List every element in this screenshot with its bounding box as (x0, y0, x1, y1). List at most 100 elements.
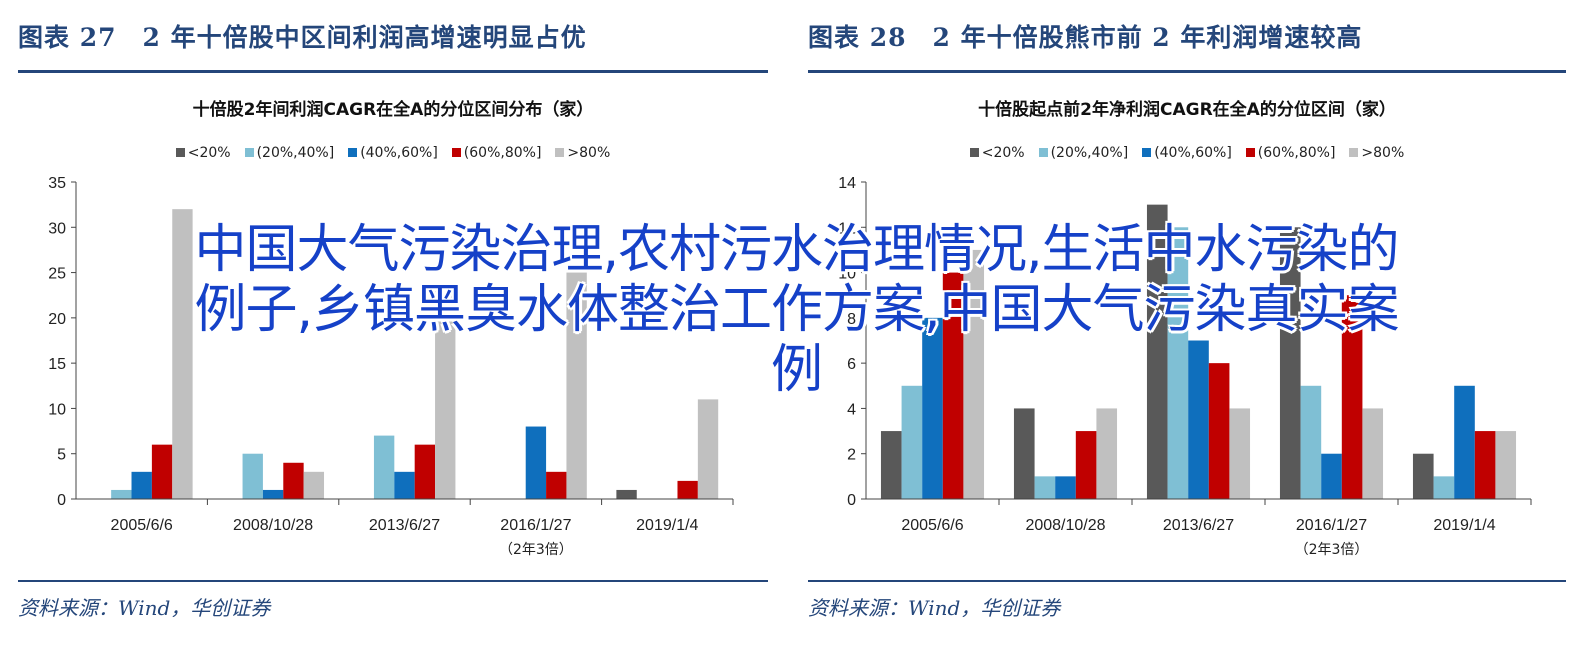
bar-chart: 0 5 10 15 20 25 30 35 2005/6/6 2008/10/28 2013/6/2… (48, 175, 734, 558)
bar (242, 453, 263, 499)
bar (1474, 431, 1496, 499)
chart-legend: <20% (20%,40%] (40%,60%] (60%,80%] >80% (18, 145, 768, 161)
bar (677, 480, 698, 499)
legend-swatch (1038, 147, 1048, 157)
bar (373, 435, 395, 499)
legend-item: (40%,60%] (348, 145, 438, 161)
bar (1146, 204, 1168, 499)
legend-label: (60%,80%] (463, 145, 542, 161)
source-rule (18, 580, 768, 582)
legend-label: (40%,60%] (1154, 145, 1232, 161)
legend-label: (20%,40%] (256, 145, 335, 161)
legend-swatch (1142, 147, 1152, 157)
bar (697, 399, 719, 499)
bar (1279, 227, 1301, 499)
bar (414, 444, 436, 499)
y-tick-label: 10 (48, 401, 66, 418)
legend-item: (20%,40%] (1038, 145, 1129, 161)
legend-label: (40%,60%] (360, 145, 438, 161)
legend-item: <20% (175, 145, 231, 161)
x-tick-sublabel: （2年3倍） (499, 542, 573, 558)
bar (546, 471, 567, 499)
chart-title: 十倍股起点前2年净利润CAGR在全A的分位区间（家） (978, 100, 1396, 120)
y-tick-label: 5 (57, 447, 66, 464)
legend-swatch (175, 147, 185, 157)
legend-label: <20% (187, 145, 231, 161)
legend-item: >80% (555, 145, 610, 161)
bar (172, 209, 193, 499)
legend-swatch (451, 147, 461, 157)
bar (1341, 295, 1363, 499)
bar (1321, 453, 1342, 499)
x-tick-label: 2016/1/27 (1296, 517, 1367, 534)
bar (131, 471, 152, 499)
bar (1055, 476, 1076, 499)
bar (1433, 476, 1455, 499)
figure-title: 图表 28 2 年十倍股熊市前 2 年利润增速较高 (808, 23, 1363, 52)
bar (880, 431, 902, 499)
legend-swatch (244, 147, 254, 157)
legend-item: (60%,80%] (451, 145, 542, 161)
legend-swatch (348, 147, 358, 157)
bar (1034, 476, 1056, 499)
x-tick-label: 2008/10/28 (1025, 517, 1105, 534)
bar (1208, 363, 1230, 499)
bar (616, 489, 637, 499)
x-tick-label: 2008/10/28 (233, 517, 313, 534)
bar (1412, 453, 1434, 499)
source-rule (808, 580, 1566, 582)
x-tick-label: 2019/1/4 (636, 517, 698, 534)
bar (525, 426, 547, 499)
bar (151, 444, 173, 499)
bar-chart: 0 2 4 6 8 10 12 14 2005/6/6 2008/10/28 2013/6/27 20… (838, 175, 1532, 558)
legend-item: (20%,40%] (244, 145, 335, 161)
legend-label: >80% (567, 145, 611, 161)
legend-label: (20%,40%] (1050, 145, 1129, 161)
y-tick-label: 25 (48, 266, 66, 283)
y-tick-label: 12 (838, 220, 856, 237)
bar (1495, 431, 1517, 499)
bar (283, 462, 304, 499)
bar (922, 317, 943, 499)
y-tick-label: 20 (48, 311, 66, 328)
y-tick-label: 2 (847, 447, 856, 464)
bar (1300, 385, 1322, 499)
x-tick-label: 2005/6/6 (111, 517, 173, 534)
y-tick-label: 30 (48, 220, 66, 237)
bar (1013, 408, 1035, 499)
bar (435, 290, 456, 499)
x-tick-label: 2005/6/6 (901, 517, 963, 534)
chart-legend: <20% (20%,40%] (40%,60%] (60%,80%] >80% (808, 145, 1566, 161)
bar (303, 471, 325, 499)
legend-item: (40%,60%] (1142, 145, 1232, 161)
legend-swatch (1349, 147, 1359, 157)
y-tick-label: 8 (847, 311, 856, 328)
y-tick-label: 15 (48, 356, 66, 373)
x-tick-sublabel: （2年3倍） (1295, 542, 1369, 558)
legend-label: <20% (981, 145, 1025, 161)
x-tick-label: 2013/6/27 (369, 517, 440, 534)
bar (111, 489, 132, 499)
x-tick-label: 2016/1/27 (500, 517, 571, 534)
legend-item: (60%,80%] (1245, 145, 1336, 161)
figure-title: 图表 27 2 年十倍股中区间利润高增速明显占优 (18, 23, 587, 52)
bar (1096, 408, 1118, 499)
y-tick-label: 4 (847, 401, 856, 418)
bar (1362, 408, 1384, 499)
legend-label: >80% (1361, 145, 1405, 161)
legend-swatch (1245, 147, 1255, 157)
legend-swatch (555, 147, 565, 157)
x-tick-label: 2019/1/4 (1433, 517, 1495, 534)
y-tick-label: 0 (57, 492, 66, 509)
y-tick-label: 10 (838, 266, 856, 283)
chart-title: 十倍股2年间利润CAGR在全A的分位区间分布（家） (192, 100, 594, 120)
bar (1188, 340, 1209, 499)
legend-label: (60%,80%] (1257, 145, 1336, 161)
y-tick-label: 6 (847, 356, 856, 373)
title-rule (18, 70, 768, 73)
bar (1454, 385, 1475, 499)
y-tick-label: 35 (48, 175, 66, 192)
legend-swatch (969, 147, 979, 157)
y-tick-label: 14 (838, 175, 856, 192)
bar (262, 489, 284, 499)
